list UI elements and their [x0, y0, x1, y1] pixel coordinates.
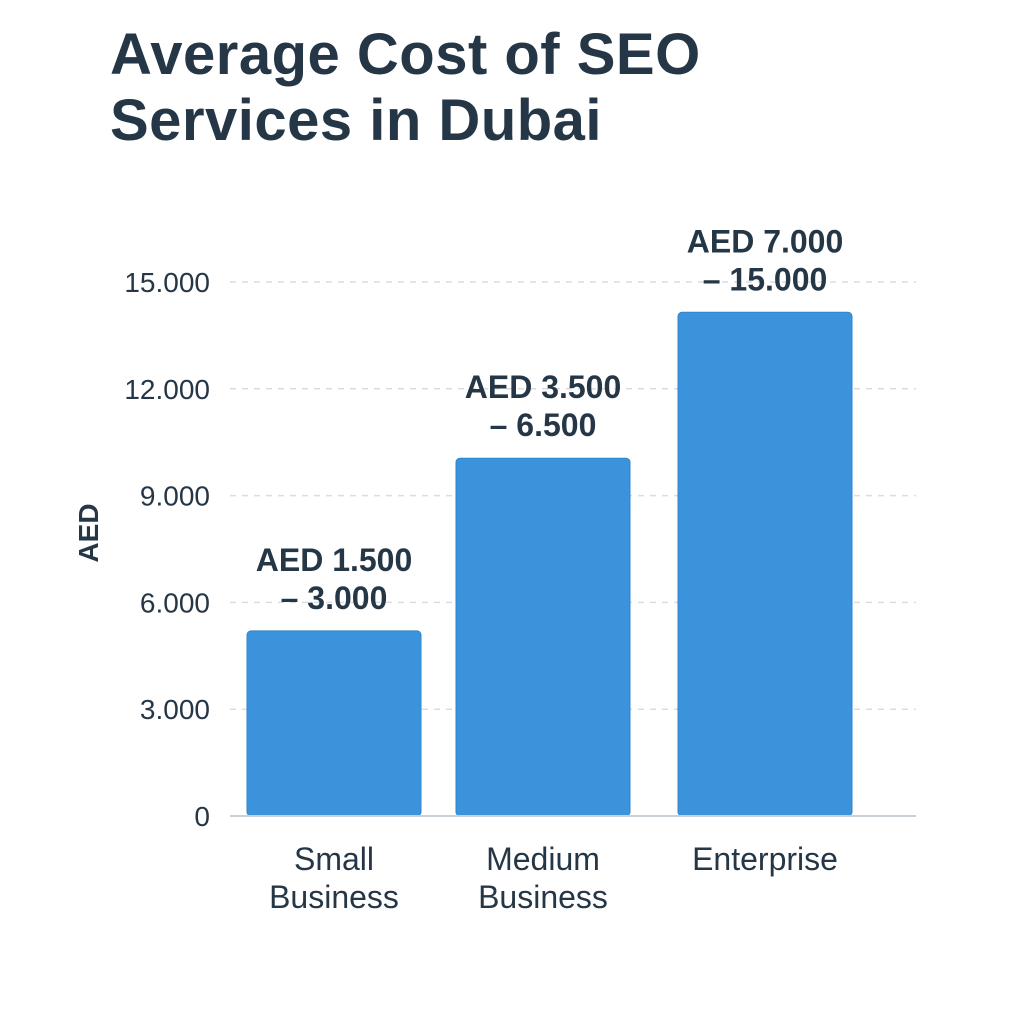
y-tick-label: 6.000: [140, 587, 210, 618]
x-category-label: Business: [478, 879, 608, 915]
y-axis-ticks: 0 3.000 6.000 9.000 12.000 15.000: [124, 267, 210, 832]
data-label: – 6.500: [490, 407, 597, 443]
bar: [455, 457, 631, 817]
chart-title-line-1: Average Cost of SEO: [110, 22, 701, 87]
x-category-label: Small: [294, 841, 374, 877]
data-labels: AED 1.500– 3.000 AED 3.500– 6.500 AED 7.00…: [256, 223, 844, 616]
y-tick-label: 9.000: [140, 481, 210, 512]
chart-title-line-2: Services in Dubai: [110, 88, 603, 153]
y-axis-title: AED: [73, 503, 104, 562]
y-tick-label: 12.000: [124, 374, 210, 405]
x-category-label: Medium: [486, 841, 600, 877]
bar: [246, 630, 422, 817]
data-label: – 15.000: [703, 261, 828, 297]
y-tick-label: 15.000: [124, 267, 210, 298]
y-tick-label: 3.000: [140, 694, 210, 725]
data-label: AED 7.000: [687, 223, 844, 259]
data-label: AED 3.500: [465, 369, 622, 405]
x-category-label: Enterprise: [692, 841, 838, 877]
chart-title: Average Cost of SEO Services in Dubai: [110, 22, 970, 154]
data-label: – 3.000: [281, 580, 388, 616]
y-tick-label: 0: [194, 801, 210, 832]
bars: [246, 311, 853, 817]
bar: [677, 311, 853, 817]
x-category-label: Business: [269, 879, 399, 915]
data-label: AED 1.500: [256, 542, 413, 578]
